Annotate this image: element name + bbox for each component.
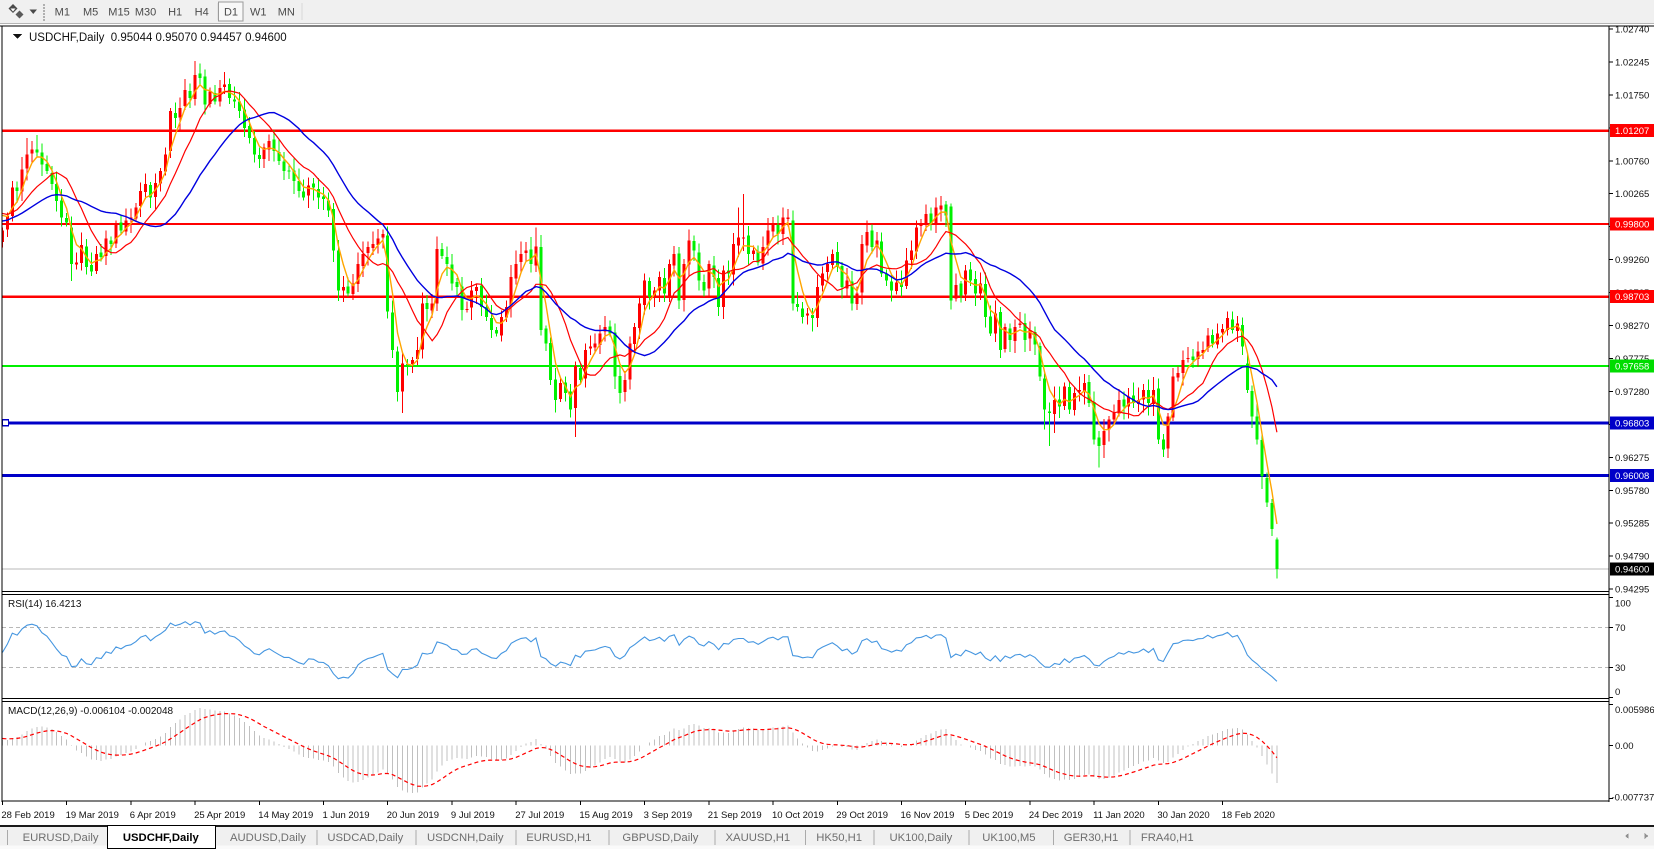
svg-text:0.96803: 0.96803	[1615, 418, 1649, 429]
svg-text:1.00265: 1.00265	[1615, 189, 1649, 200]
svg-text:USDCHF,Daily: USDCHF,Daily	[123, 832, 200, 844]
svg-text:20 Jun 2019: 20 Jun 2019	[387, 810, 439, 821]
svg-text:1.01207: 1.01207	[1615, 126, 1649, 137]
svg-text:10 Oct 2019: 10 Oct 2019	[772, 810, 824, 821]
svg-text:0.99260: 0.99260	[1615, 255, 1649, 266]
svg-text:11 Jan 2020: 11 Jan 2020	[1093, 810, 1145, 821]
svg-text:1.02245: 1.02245	[1615, 57, 1649, 68]
svg-text:MACD(12,26,9) -0.006104 -0.002: MACD(12,26,9) -0.006104 -0.002048	[8, 706, 174, 717]
svg-text:M15: M15	[108, 7, 129, 19]
svg-text:29 Oct 2019: 29 Oct 2019	[836, 810, 888, 821]
svg-text:0: 0	[1615, 687, 1620, 698]
svg-text:1.00760: 1.00760	[1615, 156, 1649, 167]
svg-text:FRA40,H1: FRA40,H1	[1141, 832, 1194, 844]
svg-text:18 Feb 2020: 18 Feb 2020	[1222, 810, 1275, 821]
svg-text:RSI(14) 16.4213: RSI(14) 16.4213	[8, 599, 82, 610]
svg-text:3 Sep 2019: 3 Sep 2019	[644, 810, 693, 821]
svg-text:30 Jan 2020: 30 Jan 2020	[1157, 810, 1209, 821]
svg-text:XAUUSD,H1: XAUUSD,H1	[726, 832, 791, 844]
svg-text:100: 100	[1615, 598, 1631, 609]
svg-text:1.01750: 1.01750	[1615, 90, 1649, 101]
svg-text:0.96275: 0.96275	[1615, 453, 1649, 464]
svg-text:D1: D1	[224, 7, 238, 19]
svg-text:M5: M5	[83, 7, 98, 19]
svg-text:0.95780: 0.95780	[1615, 486, 1649, 497]
svg-text:M1: M1	[55, 7, 70, 19]
svg-text:MN: MN	[278, 7, 295, 19]
svg-text:21 Sep 2019: 21 Sep 2019	[708, 810, 762, 821]
svg-text:USDCHF,Daily 0.95044 0.95070: USDCHF,Daily 0.95044 0.95070 0.94457 0.9…	[29, 32, 287, 44]
svg-text:5 Dec 2019: 5 Dec 2019	[965, 810, 1014, 821]
svg-text:H1: H1	[168, 7, 182, 19]
svg-text:USDCAD,Daily: USDCAD,Daily	[327, 832, 403, 844]
svg-text:0.97775: 0.97775	[1615, 354, 1649, 365]
svg-text:19 Mar 2019: 19 Mar 2019	[66, 810, 119, 821]
svg-text:AUDUSD,Daily: AUDUSD,Daily	[230, 832, 306, 844]
svg-text:27 Jul 2019: 27 Jul 2019	[515, 810, 564, 821]
svg-text:0.94600: 0.94600	[1615, 564, 1649, 575]
svg-text:UK100,M5: UK100,M5	[982, 832, 1035, 844]
svg-text:0.95285: 0.95285	[1615, 519, 1649, 530]
svg-text:0.96008: 0.96008	[1615, 471, 1649, 482]
svg-text:M30: M30	[135, 7, 156, 19]
svg-text:14 May 2019: 14 May 2019	[258, 810, 313, 821]
svg-text:24 Dec 2019: 24 Dec 2019	[1029, 810, 1083, 821]
svg-text:1 Jun 2019: 1 Jun 2019	[323, 810, 370, 821]
svg-text:W1: W1	[250, 7, 267, 19]
svg-text:0.98270: 0.98270	[1615, 321, 1649, 332]
svg-text:70: 70	[1615, 623, 1626, 634]
svg-text:EURUSD,H1: EURUSD,H1	[526, 832, 591, 844]
svg-text:EURUSD,Daily: EURUSD,Daily	[23, 832, 99, 844]
svg-text:0.94790: 0.94790	[1615, 552, 1649, 563]
svg-text:0.97658: 0.97658	[1615, 362, 1649, 373]
svg-text:9 Jul 2019: 9 Jul 2019	[451, 810, 495, 821]
svg-text:HK50,H1: HK50,H1	[816, 832, 862, 844]
svg-text:28 Feb 2019: 28 Feb 2019	[1, 810, 54, 821]
svg-text:H4: H4	[195, 7, 209, 19]
svg-text:6 Apr 2019: 6 Apr 2019	[130, 810, 176, 821]
svg-text:GBPUSD,Daily: GBPUSD,Daily	[622, 832, 698, 844]
svg-text:16 Nov 2019: 16 Nov 2019	[901, 810, 955, 821]
svg-text:GER30,H1: GER30,H1	[1064, 832, 1119, 844]
svg-text:UK100,Daily: UK100,Daily	[889, 832, 952, 844]
svg-text:0.99800: 0.99800	[1615, 220, 1649, 231]
svg-text:25 Apr 2019: 25 Apr 2019	[194, 810, 245, 821]
svg-text:0.00: 0.00	[1615, 741, 1634, 752]
svg-text:0.94295: 0.94295	[1615, 585, 1649, 596]
svg-text:0.98703: 0.98703	[1615, 292, 1649, 303]
svg-text:-0.007737: -0.007737	[1612, 793, 1654, 804]
svg-text:15 Aug 2019: 15 Aug 2019	[579, 810, 632, 821]
svg-text:30: 30	[1615, 663, 1626, 674]
svg-text:0.97280: 0.97280	[1615, 387, 1649, 398]
svg-text:0.005986: 0.005986	[1615, 705, 1654, 716]
svg-text:1.02740: 1.02740	[1615, 25, 1649, 36]
svg-text:USDCNH,Daily: USDCNH,Daily	[427, 832, 504, 844]
